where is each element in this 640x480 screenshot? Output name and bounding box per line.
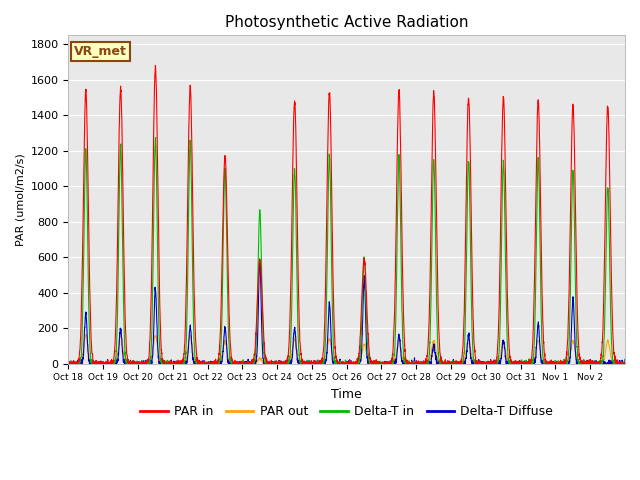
PAR in: [503, 265, 511, 271]
PAR out: [467, 350, 475, 356]
Text: VR_met: VR_met: [74, 45, 127, 58]
Delta-T Diffuse: [536, 346, 544, 352]
Delta-T in: [65, 360, 72, 365]
Delta-T in: [419, 360, 426, 366]
PAR in: [179, 358, 186, 364]
Line: PAR out: PAR out: [68, 335, 625, 364]
PAR out: [82, 332, 90, 337]
Delta-T in: [152, 134, 159, 140]
PAR in: [621, 361, 629, 367]
Y-axis label: PAR (umol/m2/s): PAR (umol/m2/s): [15, 153, 25, 246]
PAR in: [65, 360, 72, 366]
Line: Delta-T in: Delta-T in: [68, 137, 625, 364]
Delta-T Diffuse: [467, 357, 475, 362]
Delta-T in: [179, 361, 186, 367]
Line: Delta-T Diffuse: Delta-T Diffuse: [68, 259, 625, 364]
Delta-T Diffuse: [419, 360, 426, 366]
Delta-T in: [503, 327, 511, 333]
PAR out: [536, 346, 544, 351]
PAR out: [419, 360, 426, 366]
Line: PAR in: PAR in: [68, 65, 625, 364]
PAR in: [536, 179, 544, 185]
PAR in: [419, 360, 426, 366]
Delta-T in: [615, 361, 623, 367]
Delta-T Diffuse: [179, 360, 186, 366]
PAR in: [152, 62, 159, 68]
Delta-T Diffuse: [65, 361, 72, 367]
Delta-T in: [536, 254, 544, 260]
Delta-T Diffuse: [621, 357, 629, 362]
PAR out: [179, 361, 186, 367]
Delta-T Diffuse: [256, 256, 264, 262]
X-axis label: Time: Time: [332, 388, 362, 401]
Title: Photosynthetic Active Radiation: Photosynthetic Active Radiation: [225, 15, 468, 30]
PAR out: [615, 361, 623, 367]
PAR in: [65, 361, 72, 367]
Delta-T in: [621, 361, 629, 367]
PAR in: [468, 223, 476, 228]
PAR out: [503, 354, 511, 360]
PAR out: [65, 361, 72, 367]
Delta-T in: [468, 298, 476, 303]
PAR out: [621, 360, 629, 366]
Delta-T Diffuse: [503, 360, 511, 365]
Delta-T Diffuse: [615, 361, 623, 367]
PAR in: [615, 360, 623, 366]
Delta-T in: [65, 361, 72, 367]
Legend: PAR in, PAR out, Delta-T in, Delta-T Diffuse: PAR in, PAR out, Delta-T in, Delta-T Dif…: [135, 400, 558, 423]
